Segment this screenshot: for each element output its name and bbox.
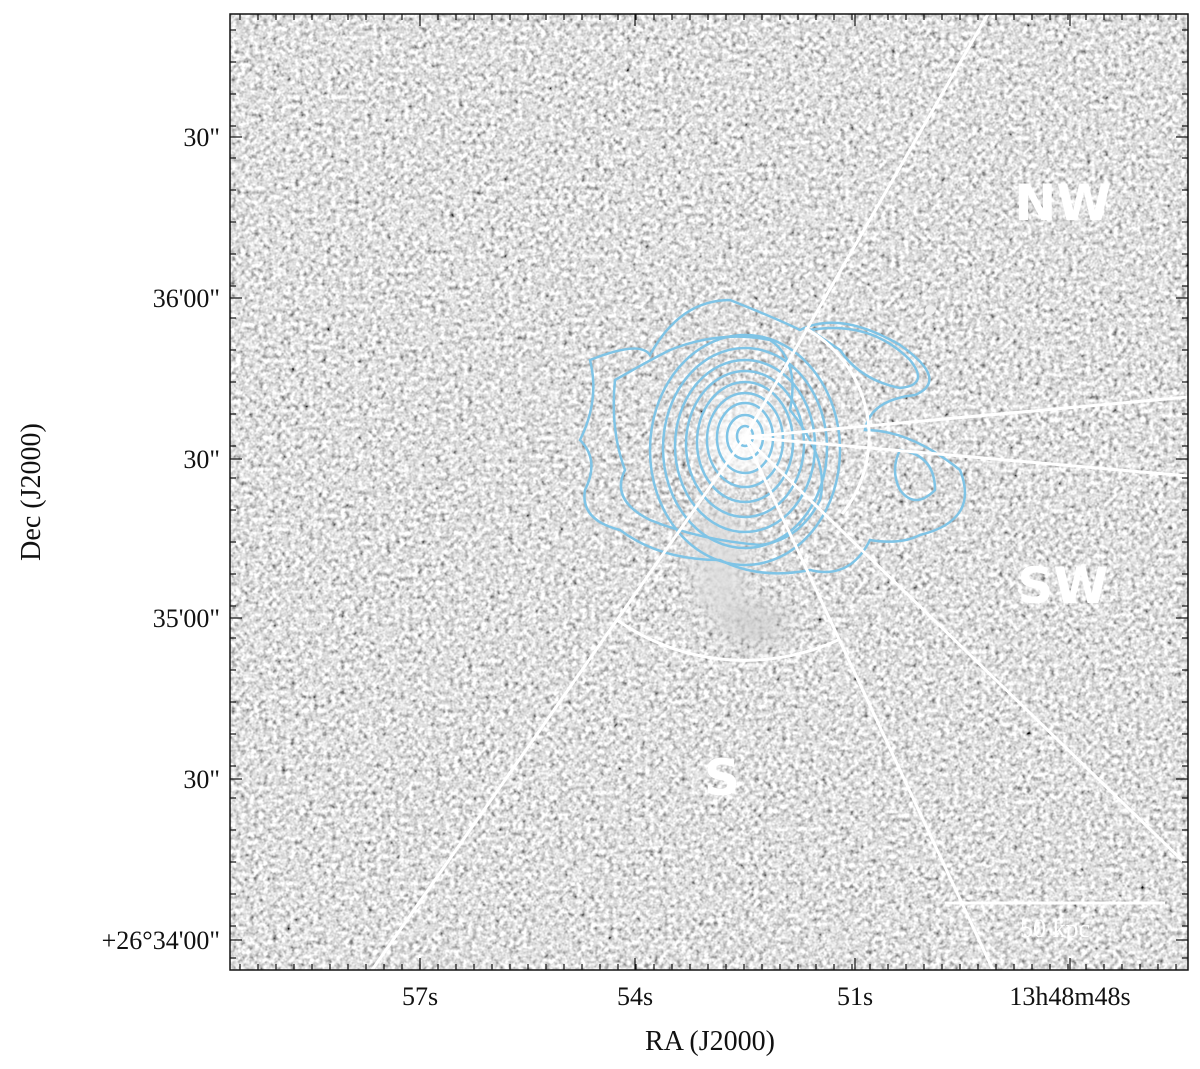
sector-lines	[370, 14, 1188, 970]
y-tick-label: 30"	[183, 765, 220, 794]
y-tick-label: 30"	[183, 123, 220, 152]
sky-image: NW SW S 50 kpc	[230, 14, 1188, 970]
region-label: SW	[1017, 557, 1108, 615]
region-label: NW	[1015, 174, 1112, 232]
x-tick-label: 51s	[837, 982, 873, 1011]
frame	[229, 13, 1189, 971]
region-label: S	[704, 749, 740, 807]
x-axis-label: RA (J2000)	[645, 1026, 775, 1057]
x-tick-label: 54s	[617, 982, 653, 1011]
y-tick-label: 36'00"	[153, 284, 220, 313]
x-tick-label: 13h48m48s	[1009, 982, 1130, 1011]
y-axis-label: Dec (J2000)	[16, 423, 47, 561]
x-tick-label: 57s	[402, 982, 438, 1011]
y-tick-label: 30"	[183, 445, 220, 474]
scale-bar-label: 50 kpc	[1020, 914, 1090, 943]
y-tick-label: 35'00"	[153, 604, 220, 633]
y-tick-label: +26°34'00"	[102, 926, 220, 955]
